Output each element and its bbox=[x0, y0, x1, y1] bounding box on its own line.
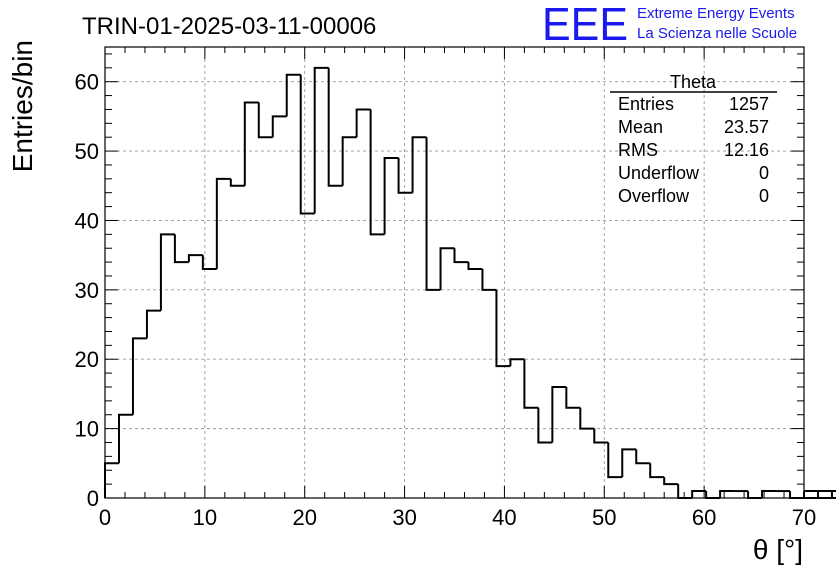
histogram-bin bbox=[117, 413, 133, 464]
histogram-bin bbox=[691, 490, 707, 498]
histogram-bin bbox=[509, 358, 525, 367]
stats-value-overflow: 0 bbox=[759, 186, 769, 206]
histogram-bin bbox=[397, 158, 413, 194]
tick-labels: 0 10 20 30 40 50 60 70 0 10 20 30 40 50 60 bbox=[75, 70, 817, 530]
stats-label-entries: Entries bbox=[618, 94, 674, 114]
stats-label-rms: RMS bbox=[618, 140, 658, 160]
x-tick-label: 40 bbox=[492, 505, 516, 530]
y-tick-label: 50 bbox=[75, 139, 99, 164]
stats-value-mean: 23.57 bbox=[724, 117, 769, 137]
y-tick-label: 20 bbox=[75, 347, 99, 372]
histogram-bin bbox=[327, 67, 343, 187]
y-tick-label: 60 bbox=[75, 70, 99, 95]
y-tick-label: 30 bbox=[75, 278, 99, 303]
histogram-bin bbox=[467, 262, 483, 271]
x-tick-label: 70 bbox=[792, 505, 816, 530]
histogram-bin bbox=[481, 269, 497, 291]
stats-label-mean: Mean bbox=[618, 117, 663, 137]
histogram-bin bbox=[579, 407, 595, 430]
histogram-bin bbox=[761, 490, 777, 498]
grid-layer bbox=[105, 47, 804, 498]
stats-label-overflow: Overflow bbox=[618, 186, 690, 206]
eee-logo: EEE Extreme Energy Events La Scienza nel… bbox=[542, 0, 797, 50]
histogram-bin bbox=[551, 385, 567, 443]
histogram-bin bbox=[131, 337, 147, 415]
chart-title: TRIN-01-2025-03-11-00006 bbox=[82, 13, 376, 40]
histogram-bin bbox=[537, 407, 553, 444]
histogram-bin bbox=[635, 449, 651, 465]
histogram-bin bbox=[271, 115, 287, 138]
histogram-bin bbox=[453, 248, 469, 264]
histogram-bin bbox=[299, 74, 315, 215]
histogram-bin bbox=[159, 233, 175, 311]
y-tick-label: 0 bbox=[87, 486, 99, 511]
plot-frame bbox=[104, 46, 805, 499]
histogram-bin bbox=[747, 491, 763, 499]
histogram-bin bbox=[173, 234, 189, 264]
histogram-bin bbox=[789, 491, 804, 499]
histogram-bin bbox=[285, 73, 301, 117]
histogram-bin bbox=[677, 484, 693, 499]
histogram-bin bbox=[495, 289, 511, 368]
stats-title: Theta bbox=[670, 72, 717, 92]
x-tick-label: 30 bbox=[392, 505, 416, 530]
histogram-bin bbox=[187, 254, 203, 263]
stats-value-entries: 1257 bbox=[729, 94, 769, 114]
histogram-bin bbox=[104, 462, 119, 498]
histogram-bin bbox=[593, 428, 609, 444]
histogram-bin bbox=[229, 178, 245, 187]
histogram-bin bbox=[243, 101, 259, 186]
stats-label-underflow: Underflow bbox=[618, 163, 700, 183]
histogram-bin bbox=[649, 463, 665, 479]
y-axis-title: Entries/bin bbox=[7, 40, 38, 172]
logo-line2: La Scienza nelle Scuole bbox=[637, 25, 797, 42]
histogram-bin bbox=[804, 491, 819, 499]
histogram-bin bbox=[257, 102, 273, 139]
histogram-bin bbox=[215, 177, 231, 270]
logo-line1: Extreme Energy Events bbox=[637, 5, 795, 22]
stats-value-rms: 12.16 bbox=[724, 140, 769, 160]
histogram-bin bbox=[705, 491, 721, 499]
histogram-bin bbox=[369, 109, 385, 236]
tick-marks bbox=[104, 47, 805, 499]
histogram-bin bbox=[313, 66, 329, 214]
x-axis-title: θ [°] bbox=[753, 534, 803, 565]
histogram-bars bbox=[104, 66, 836, 499]
histogram-bin bbox=[145, 309, 161, 339]
x-tick-label: 0 bbox=[99, 505, 111, 530]
histogram-bin bbox=[663, 477, 679, 486]
histogram-bin bbox=[201, 255, 217, 271]
histogram-bin bbox=[355, 108, 371, 138]
histogram-bin bbox=[607, 442, 623, 479]
histogram-bin bbox=[719, 490, 735, 498]
logo-mark: EEE bbox=[542, 0, 628, 50]
x-tick-label: 20 bbox=[292, 505, 316, 530]
histogram-bin bbox=[439, 247, 455, 290]
x-tick-label: 10 bbox=[193, 505, 217, 530]
x-tick-label: 60 bbox=[692, 505, 716, 530]
x-tick-label: 50 bbox=[592, 505, 616, 530]
histogram-bin bbox=[621, 448, 637, 478]
histogram-bin bbox=[565, 386, 581, 409]
y-tick-label: 10 bbox=[75, 417, 99, 442]
stats-value-underflow: 0 bbox=[759, 163, 769, 183]
histogram-bin bbox=[411, 136, 427, 193]
histogram-bin bbox=[523, 359, 539, 409]
y-tick-label: 40 bbox=[75, 208, 99, 233]
histogram-bin bbox=[425, 137, 441, 291]
stats-box: Theta Entries 1257 Mean 23.57 RMS 12.16 … bbox=[610, 72, 777, 206]
histogram-bin bbox=[383, 157, 399, 235]
histogram-bin bbox=[341, 136, 357, 186]
